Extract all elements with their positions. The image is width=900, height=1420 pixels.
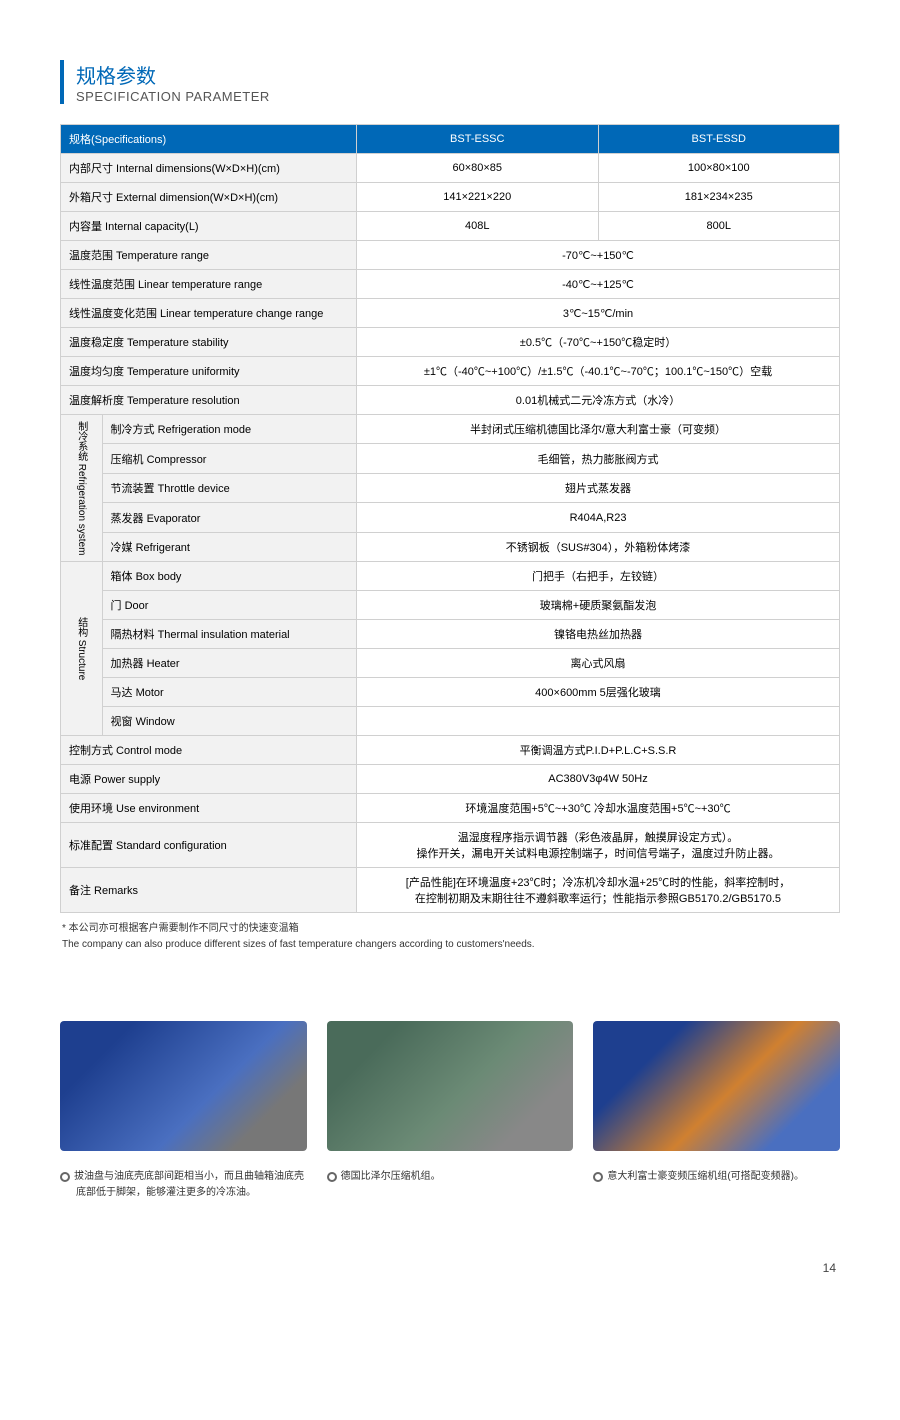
bullet-icon bbox=[60, 1172, 70, 1182]
compressor-image bbox=[593, 1021, 840, 1151]
product-image-3: 意大利富士豪变频压缩机组(可搭配变频器)。 bbox=[593, 1021, 840, 1201]
section-title: 规格参数 SPECIFICATION PARAMETER bbox=[60, 60, 840, 104]
title-english: SPECIFICATION PARAMETER bbox=[76, 89, 840, 104]
compressor-image bbox=[60, 1021, 307, 1151]
footnote-cn: * 本公司亦可根据客户需要制作不同尺寸的快速变温箱 bbox=[62, 921, 838, 937]
image-caption: 德国比泽尔压缩机组。 bbox=[327, 1169, 574, 1185]
table-footnote: * 本公司亦可根据客户需要制作不同尺寸的快速变温箱 The company ca… bbox=[60, 913, 840, 961]
compressor-image bbox=[327, 1021, 574, 1151]
title-chinese: 规格参数 bbox=[76, 60, 840, 89]
footnote-en: The company can also produce different s… bbox=[62, 937, 838, 953]
product-image-2: 德国比泽尔压缩机组。 bbox=[327, 1021, 574, 1201]
bullet-icon bbox=[327, 1172, 337, 1182]
product-images-row: 拔油盘与油底壳底部间距相当小，而且曲轴箱油底壳 底部低于脚架，能够灌注更多的冷冻… bbox=[60, 1021, 840, 1201]
bullet-icon bbox=[593, 1172, 603, 1182]
image-caption: 拔油盘与油底壳底部间距相当小，而且曲轴箱油底壳 底部低于脚架，能够灌注更多的冷冻… bbox=[60, 1169, 307, 1201]
image-caption: 意大利富士豪变频压缩机组(可搭配变频器)。 bbox=[593, 1169, 840, 1185]
product-image-1: 拔油盘与油底壳底部间距相当小，而且曲轴箱油底壳 底部低于脚架，能够灌注更多的冷冻… bbox=[60, 1021, 307, 1201]
page-number: 14 bbox=[60, 1261, 840, 1275]
spec-table: 规格(Specifications)BST-ESSCBST-ESSD内部尺寸 I… bbox=[60, 124, 840, 913]
